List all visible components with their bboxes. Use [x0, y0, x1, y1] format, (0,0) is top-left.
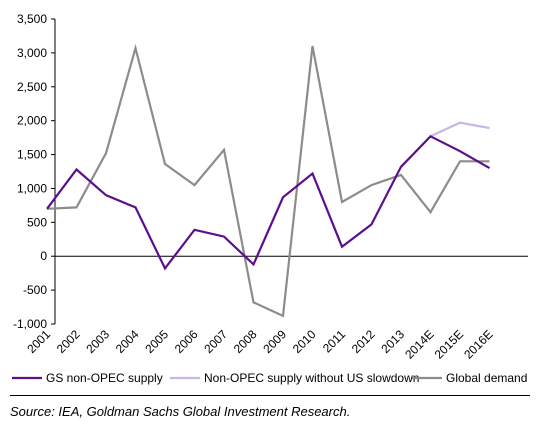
- x-tick-label: 2010: [290, 327, 319, 356]
- series-line-2: [46, 43, 490, 318]
- legend-label-2: Global demand: [446, 371, 527, 385]
- x-tick-label: 2006: [172, 327, 201, 356]
- x-tick-label: 2009: [260, 327, 289, 356]
- x-tick-label: 2001: [24, 327, 53, 356]
- x-tick-label: 2003: [83, 327, 112, 356]
- x-tick-label: 2015E: [432, 327, 466, 361]
- legend: GS non-OPEC supply Non-OPEC supply withou…: [12, 371, 527, 385]
- x-tick-label: 2004: [113, 327, 142, 356]
- x-tick-label: 2008: [231, 327, 260, 356]
- y-tick-label: -1,000: [13, 317, 47, 331]
- x-tick-label: 2011: [320, 327, 348, 355]
- legend-label-1: Non-OPEC supply without US slowdown: [204, 371, 419, 385]
- y-tick-label: 500: [27, 215, 47, 229]
- y-tick-label: 2,000: [17, 114, 47, 128]
- y-tick-label: -500: [23, 283, 47, 297]
- x-tick-label: 2005: [142, 327, 171, 356]
- series-layer: [46, 43, 491, 318]
- legend-label-0: GS non-OPEC supply: [46, 371, 163, 385]
- x-tick-label: 2016E: [461, 327, 495, 361]
- y-tick-label: 3,000: [17, 46, 47, 60]
- y-tick-label: 0: [40, 249, 47, 263]
- series-line-1: [430, 121, 490, 138]
- source-divider: [10, 395, 530, 396]
- y-tick-label: 1,500: [17, 148, 47, 162]
- y-tick-label: 2,500: [17, 80, 47, 94]
- x-tick-label: 2002: [54, 327, 83, 356]
- x-axis: 2001 2002 2003 2004 2005 2006 2007 2008 2009 2010…: [24, 255, 528, 362]
- x-tick-label: 2007: [201, 327, 230, 356]
- source-note: Source: IEA, Goldman Sachs Global Invest…: [10, 404, 351, 419]
- x-tick-label: 2012: [349, 327, 378, 356]
- y-axis: -1,000 -500 0 500 1,000 1,500 2,000 2,500 3,000 3…: [13, 12, 56, 331]
- series-line-0: [46, 134, 491, 271]
- y-tick-label: 1,000: [17, 181, 47, 195]
- y-tick-label: 3,500: [17, 12, 47, 26]
- x-tick-label: 2014E: [402, 327, 436, 361]
